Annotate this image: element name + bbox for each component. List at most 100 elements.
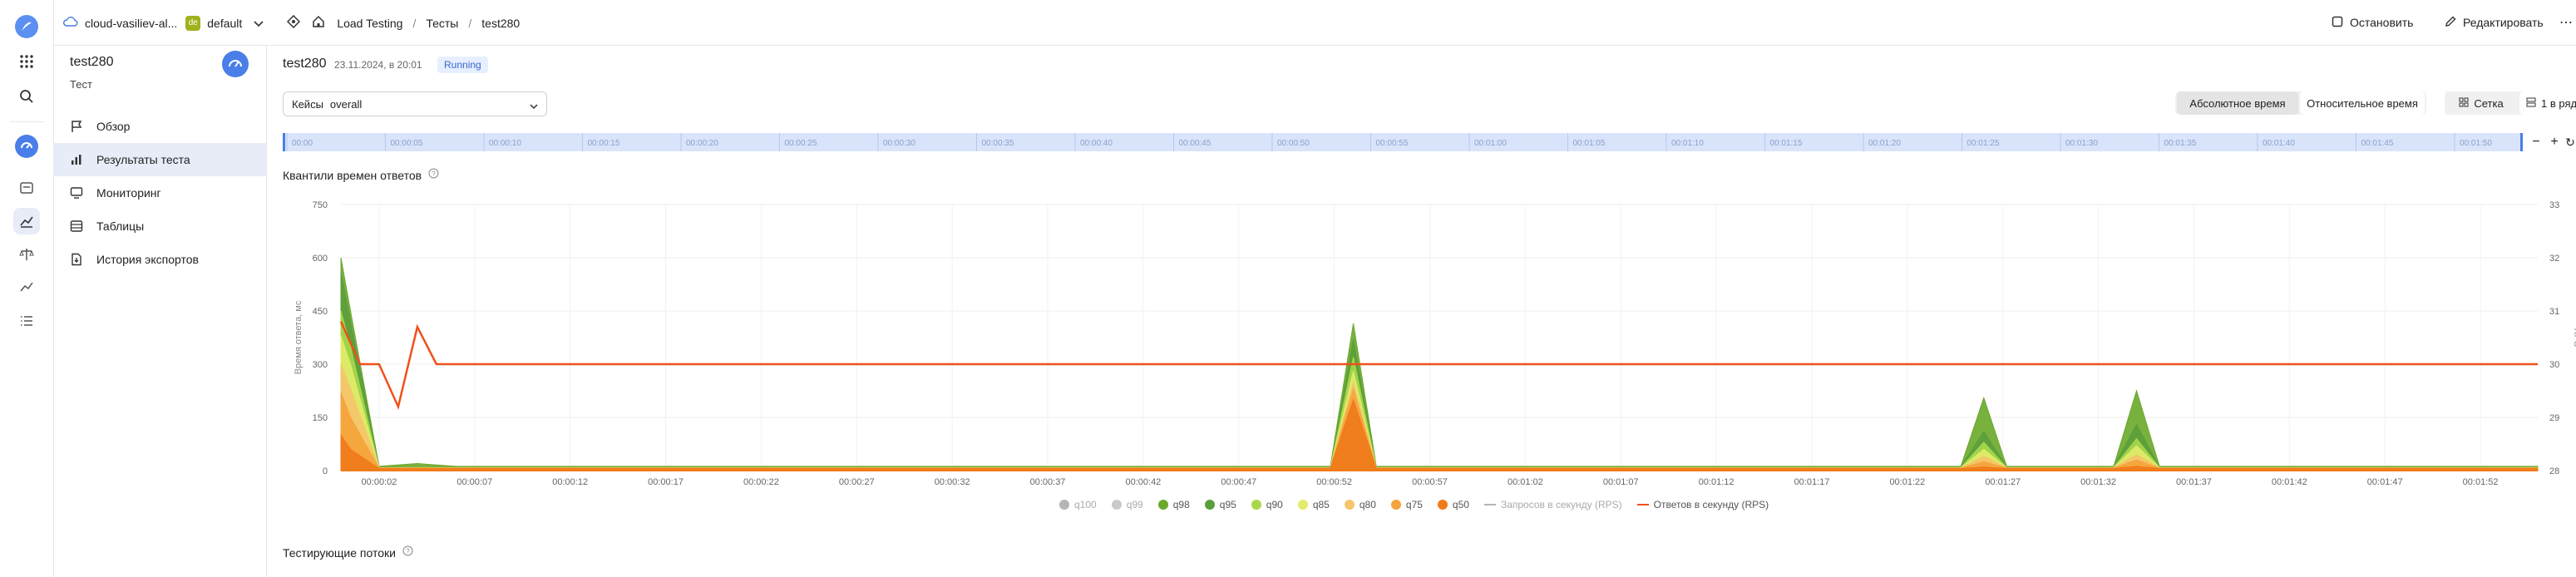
zoom-in-button[interactable]: + (2550, 135, 2559, 149)
legend-dot-marker (1157, 500, 1168, 510)
monitor-icon (70, 186, 88, 200)
list-icon[interactable] (13, 308, 40, 334)
breadcrumb-separator: / (412, 16, 417, 30)
legend-item[interactable]: q99 (1111, 499, 1143, 510)
timeline-tick-label: 00:01:25 (1967, 139, 2000, 148)
x-tick-label: 00:01:52 (2463, 477, 2499, 487)
legend-item[interactable]: Ответов в секунду (RPS) (1636, 499, 1769, 510)
legend-item[interactable]: Запросов в секунду (RPS) (1483, 499, 1622, 510)
breadcrumb-item-load-testing[interactable]: Load Testing (337, 16, 403, 30)
y2-tick-label: 32 (2549, 254, 2559, 264)
help-icon[interactable]: ? (402, 545, 413, 560)
legend-item[interactable]: q95 (1204, 499, 1236, 510)
x-tick-label: 00:01:32 (2080, 477, 2116, 487)
absolute-time-tab[interactable]: Абсолютное время (2177, 91, 2298, 115)
grid-view-tab[interactable]: Сетка (2446, 91, 2516, 115)
service-icon[interactable] (287, 14, 301, 31)
legend-label: q95 (1219, 499, 1236, 510)
x-tick-label: 00:00:07 (456, 477, 492, 487)
y-tick-label: 300 (313, 360, 328, 370)
sidebar-item-export-history[interactable]: История экспортов (53, 243, 266, 276)
timeline-tick-label: 00:01:15 (1770, 139, 1803, 148)
sidebar-item-label: Таблицы (96, 219, 145, 233)
x-tick-label: 00:00:47 (1221, 477, 1256, 487)
grid-view-label: Сетка (2474, 96, 2504, 110)
sidebar-item-overview[interactable]: Обзор (53, 110, 266, 143)
sidebar-item-results[interactable]: Результаты теста (53, 143, 266, 176)
help-icon[interactable]: ? (428, 168, 439, 183)
timeline-tick-label: 00:00:10 (489, 139, 521, 148)
x-tick-label: 00:00:32 (935, 477, 970, 487)
single-row-tab[interactable]: 1 в ряд (2519, 91, 2576, 115)
pencil-icon (2445, 16, 2456, 30)
tests-icon[interactable] (13, 208, 40, 234)
timeline-tick-label: 00:01:05 (1573, 139, 1606, 148)
test-title: test280 (283, 57, 327, 71)
legend-item[interactable]: q98 (1157, 499, 1190, 510)
cases-select[interactable]: Кейсы overall (283, 91, 547, 116)
more-icon[interactable]: ⋯ (2559, 16, 2573, 30)
y2-tick-label: 31 (2549, 307, 2559, 317)
timeline-scrubber[interactable]: 00:00 00:00:05 00:00:10 00:00:15 00:00:20 00:… (283, 133, 2523, 151)
chart-icon (70, 153, 88, 166)
legend-dot-marker (1390, 500, 1401, 510)
x-tick-label: 00:01:07 (1603, 477, 1639, 487)
y-tick-label: 0 (323, 466, 328, 476)
sidebar-item-label: Результаты теста (96, 153, 190, 166)
series-area-q85 (340, 335, 2539, 471)
load-testing-icon[interactable] (13, 133, 40, 160)
stop-button[interactable]: Остановить (2332, 12, 2413, 33)
sidebar: test280 Тест Обзор Результаты теста Мони… (53, 45, 267, 577)
x-tick-label: 00:01:42 (2272, 477, 2307, 487)
folder-name[interactable]: default (207, 16, 243, 30)
cloud-name[interactable]: cloud-vasiliev-al... (85, 16, 178, 30)
y-axis-label: Время ответа, мс (294, 300, 303, 374)
legend-label: q85 (1312, 499, 1330, 510)
breadcrumb-item-tests[interactable]: Тесты (426, 16, 459, 30)
legend-item[interactable]: q75 (1390, 499, 1423, 510)
timeline-tick-label: 00:01:20 (1868, 139, 1901, 148)
series-area-q90 (340, 310, 2539, 471)
legend-item[interactable]: q100 (1059, 499, 1097, 510)
cloud-logo-icon[interactable] (13, 13, 40, 40)
relative-time-tab[interactable]: Относительное время (2300, 91, 2425, 115)
sidebar-item-monitoring[interactable]: Мониторинг (53, 176, 266, 210)
x-tick-label: 00:01:27 (1985, 477, 2021, 487)
legend-item[interactable]: q85 (1297, 499, 1330, 510)
balance-icon[interactable] (13, 241, 40, 268)
sidebar-subtitle: Тест (70, 78, 92, 91)
reset-zoom-icon[interactable]: ↻ (2565, 135, 2575, 149)
timeline-tick-label: 00:00 (292, 139, 313, 148)
cases-value: overall (329, 97, 363, 111)
chevron-down-icon[interactable] (254, 17, 264, 30)
legend-dot-marker (1344, 500, 1355, 510)
x-tick-label: 00:00:37 (1030, 477, 1066, 487)
legend-line-marker (1483, 504, 1496, 505)
x-tick-label: 00:00:57 (1412, 477, 1448, 487)
sidebar-item-tables[interactable]: Таблицы (53, 210, 266, 243)
threads-title: Тестирующие потоки (283, 546, 396, 560)
apps-grid-icon[interactable] (13, 48, 40, 75)
trend-icon[interactable] (13, 274, 40, 301)
time-mode-toggle: Абсолютное время Относительное время (2175, 91, 2426, 115)
legend-label: q98 (1172, 499, 1190, 510)
series-line-rps (339, 321, 2538, 411)
legend-label: q90 (1266, 499, 1283, 510)
timeline-tick-label: 00:00:20 (686, 139, 718, 148)
legend-label: q80 (1359, 499, 1376, 510)
edit-button[interactable]: Редактировать (2445, 12, 2544, 33)
legend-item[interactable]: q50 (1437, 499, 1469, 510)
home-icon[interactable] (312, 15, 325, 31)
x-tick-label: 00:00:22 (743, 477, 779, 487)
stop-label: Остановить (2350, 16, 2414, 29)
zoom-out-button[interactable]: − (2532, 135, 2540, 149)
test-type-icon (221, 50, 249, 82)
search-icon[interactable] (13, 83, 40, 110)
timeline-tick-label: 00:01:10 (1671, 139, 1704, 148)
legend-item[interactable]: q80 (1344, 499, 1376, 510)
timeline-tick-label: 00:00:35 (982, 139, 1014, 148)
timeline-tick-label: 00:01:00 (1474, 139, 1507, 148)
agents-icon[interactable] (13, 175, 40, 201)
left-rail (0, 0, 54, 577)
legend-item[interactable]: q90 (1251, 499, 1283, 510)
